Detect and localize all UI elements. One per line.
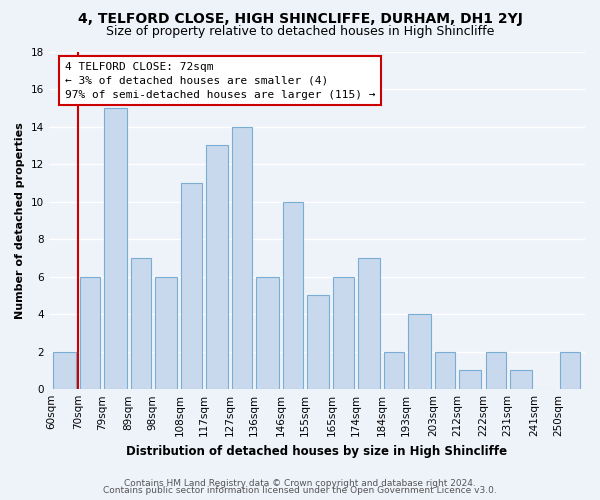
X-axis label: Distribution of detached houses by size in High Shincliffe: Distribution of detached houses by size … [126,444,508,458]
Text: Contains public sector information licensed under the Open Government Licence v3: Contains public sector information licen… [103,486,497,495]
Bar [459,370,481,389]
Bar [283,202,303,389]
Bar [206,146,228,389]
Text: 4, TELFORD CLOSE, HIGH SHINCLIFFE, DURHAM, DH1 2YJ: 4, TELFORD CLOSE, HIGH SHINCLIFFE, DURHA… [77,12,523,26]
Bar [131,258,151,389]
Bar [358,258,380,389]
Text: 4 TELFORD CLOSE: 72sqm
← 3% of detached houses are smaller (4)
97% of semi-detac: 4 TELFORD CLOSE: 72sqm ← 3% of detached … [65,62,375,100]
Bar [510,370,532,389]
Bar [485,352,506,389]
Bar [435,352,455,389]
Bar [409,314,431,389]
Bar [80,276,100,389]
Bar [155,276,177,389]
Bar [307,296,329,389]
Text: Contains HM Land Registry data © Crown copyright and database right 2024.: Contains HM Land Registry data © Crown c… [124,478,476,488]
Bar [232,126,252,389]
Bar [53,352,76,389]
Text: Size of property relative to detached houses in High Shincliffe: Size of property relative to detached ho… [106,25,494,38]
Y-axis label: Number of detached properties: Number of detached properties [15,122,25,318]
Bar [560,352,580,389]
Bar [256,276,278,389]
Bar [181,183,202,389]
Bar [104,108,127,389]
Bar [334,276,353,389]
Bar [384,352,404,389]
